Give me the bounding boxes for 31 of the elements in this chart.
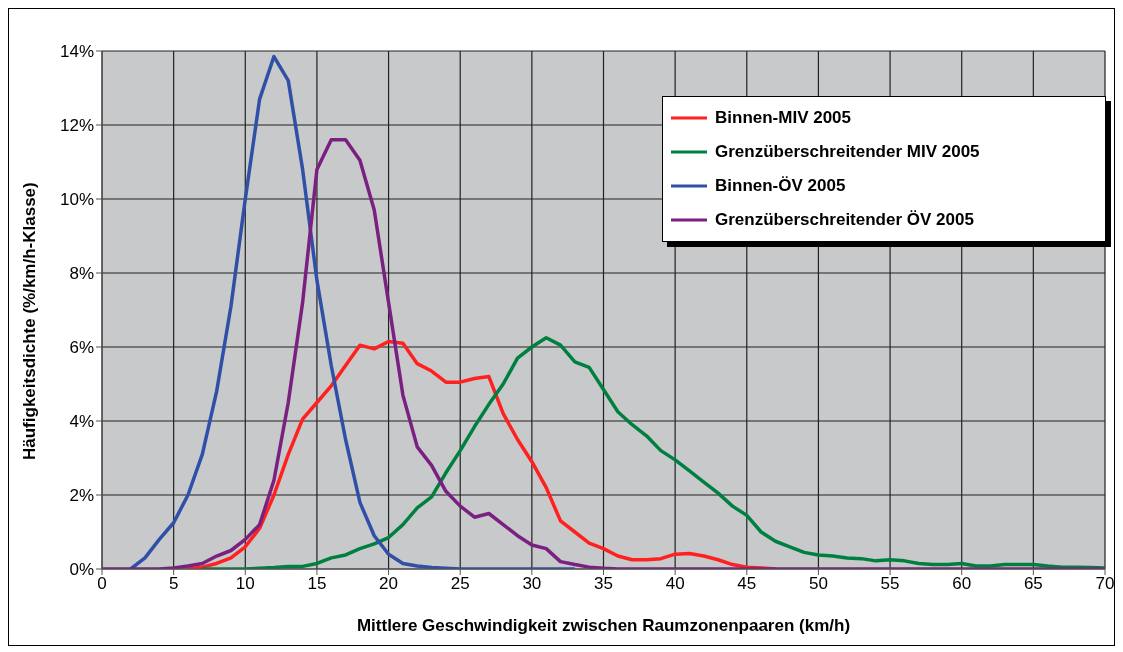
line-series bbox=[200, 336, 1105, 569]
x-tick-label: 15 bbox=[307, 574, 327, 594]
x-axis-title: Mittlere Geschwindigkeit zwischen Raumzonenpaaren (km/h) bbox=[356, 616, 851, 635]
legend-label: Grenzüberschreitender ÖV 2005 bbox=[715, 210, 974, 230]
y-axis-title: Häufigkeitsdichte (%/km/h-Klasse) bbox=[20, 182, 40, 460]
legend-label: Binnen-MIV 2005 bbox=[715, 108, 852, 128]
x-tick-label: 5 bbox=[168, 574, 179, 594]
y-tick-label: 0% bbox=[69, 560, 94, 580]
x-tick-label: 65 bbox=[1023, 574, 1043, 594]
x-tick-label: 20 bbox=[379, 574, 399, 594]
x-tick-label: 45 bbox=[737, 574, 757, 594]
x-tick-label: 70 bbox=[1095, 574, 1115, 594]
x-tick-label: 40 bbox=[665, 574, 685, 594]
x-tick-label: 0 bbox=[97, 574, 107, 594]
y-tick-label: 4% bbox=[69, 412, 94, 432]
x-tick-label: 35 bbox=[594, 574, 613, 594]
legend-label: Grenzüberschreitender MIV 2005 bbox=[715, 142, 980, 162]
y-tick-label: 8% bbox=[69, 264, 94, 284]
y-tick-label: 2% bbox=[69, 486, 94, 506]
x-tick-label: 30 bbox=[522, 574, 542, 594]
y-tick-label: 12% bbox=[59, 116, 94, 136]
x-tick-label: 25 bbox=[450, 574, 470, 594]
y-tick-label: 10% bbox=[59, 190, 94, 210]
legend-label: Binnen-ÖV 2005 bbox=[715, 176, 846, 196]
x-tick-label: 55 bbox=[880, 574, 900, 594]
y-tick-label: 14% bbox=[59, 42, 94, 62]
x-tick-label: 60 bbox=[952, 574, 972, 594]
line-series bbox=[128, 54, 577, 569]
y-tick-label: 6% bbox=[69, 338, 94, 358]
x-tick-label: 50 bbox=[808, 574, 828, 594]
x-tick-label: 10 bbox=[235, 574, 255, 594]
